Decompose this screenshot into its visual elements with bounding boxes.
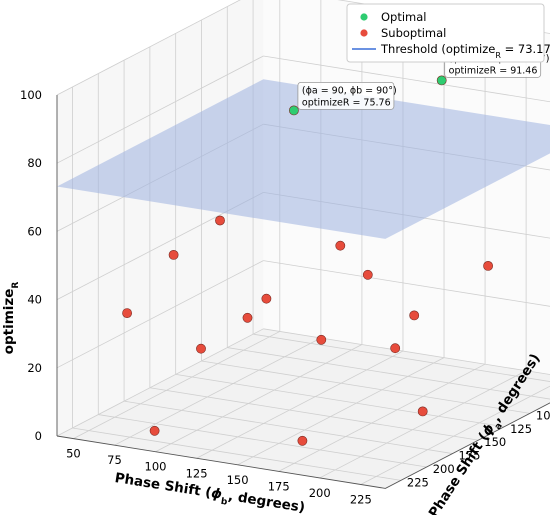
data-points: [122, 75, 493, 446]
suboptimal-point-0: [261, 293, 272, 304]
z-tick-label: 80: [27, 156, 42, 170]
grid-floor-y: [149, 387, 479, 441]
suboptimal-point-6: [362, 269, 373, 280]
suboptimal-point-13: [417, 406, 428, 417]
y-tick-label: 225: [407, 475, 429, 489]
suboptimal-point-9: [316, 334, 327, 345]
suboptimal-point-11: [122, 308, 132, 318]
suboptimal-point-15: [297, 435, 308, 446]
x-tick-label: 125: [186, 466, 208, 480]
legend: Optimal Suboptimal Threshold (optimizeR …: [346, 3, 550, 63]
tick-labels: 5075100125150175200225507510012515017520…: [20, 88, 550, 507]
grid-floor-y: [253, 333, 550, 382]
grid-back-z: [263, 55, 550, 103]
floor-pane: [57, 328, 550, 489]
grid-left-z: [56, 0, 241, 96]
x-tick-label: 150: [227, 473, 249, 487]
annotation-0: (ϕa = 90, ϕb = 90°)optimizeR = 75.76: [297, 81, 397, 110]
annotation-line2: optimizeR = 75.76: [302, 97, 391, 108]
grid-floor-y: [201, 360, 530, 414]
grid-left-z: [56, 55, 264, 164]
suboptimal-point-5: [215, 215, 225, 226]
z-tick-label: 40: [27, 293, 42, 307]
legend-marker-optimal: [360, 13, 368, 21]
suboptimal-point-14: [149, 425, 160, 436]
suboptimal-point-8: [242, 312, 253, 323]
legend-label-suboptimal: Suboptimal: [381, 26, 446, 40]
x-tick-label: 225: [350, 493, 372, 507]
legend-label-threshold: Threshold (optimizeR = 73.17): [380, 42, 550, 60]
grid-floor-y: [98, 414, 427, 468]
threshold-plane: [57, 79, 550, 239]
x-tick-label: 200: [309, 486, 331, 500]
grid-floor-y: [175, 373, 505, 428]
grid-back-z: [263, 260, 550, 307]
grid-left-z: [56, 328, 264, 437]
z-tick-label: 0: [35, 429, 42, 443]
optimal-point-0: [288, 105, 299, 116]
suboptimal-point-1: [335, 240, 346, 251]
grid-left-z: [56, 260, 264, 369]
y-tick-label: 100: [536, 408, 550, 422]
x-tick-label: 175: [268, 479, 290, 493]
grid-floor-x: [155, 344, 363, 453]
annotation-line2: optimizeR = 91.46: [449, 65, 538, 76]
threshold-plane-surface: [57, 79, 550, 239]
grid-floor-y: [124, 400, 453, 454]
z-tick-label: 100: [20, 88, 42, 102]
suboptimal-point-10: [390, 343, 401, 354]
z-axis-title: optimizeR: [1, 282, 21, 355]
grid-floor-x: [114, 337, 322, 446]
legend-box: [346, 3, 545, 63]
floor-edge: [56, 402, 550, 489]
x-tick-label: 100: [145, 460, 167, 474]
grid-floor-y: [72, 427, 401, 481]
x-tick-label: 75: [107, 453, 122, 467]
z-tick-label: 60: [27, 224, 42, 238]
suboptimal-point-7: [168, 249, 179, 260]
x-tick-label: 50: [66, 447, 81, 461]
y-tick-label: 150: [484, 435, 506, 449]
suboptimal-point-12: [196, 343, 206, 354]
grid-floor-y: [227, 347, 550, 400]
grid-floor-x: [319, 370, 527, 479]
grid-floor-x: [360, 385, 550, 485]
suboptimal-point-2: [409, 310, 420, 321]
grid-floor-x: [73, 331, 281, 439]
grid-floor-x: [278, 363, 486, 472]
y-tick-label: 200: [433, 462, 455, 476]
optimal-point-1: [436, 75, 447, 86]
y-tick-label: 175: [459, 449, 481, 463]
suboptimal-point-3: [483, 260, 493, 271]
y-tick-label: 125: [510, 422, 532, 436]
legend-marker-suboptimal: [360, 29, 368, 37]
legend-label-optimal: Optimal: [381, 10, 427, 24]
grid-floor-x: [237, 357, 445, 466]
annotation-line1: (ϕa = 90, ϕb = 90°): [302, 85, 397, 96]
z-tick-label: 20: [27, 361, 42, 375]
annotation-box: [297, 81, 395, 110]
grid-floor-x: [196, 350, 404, 459]
